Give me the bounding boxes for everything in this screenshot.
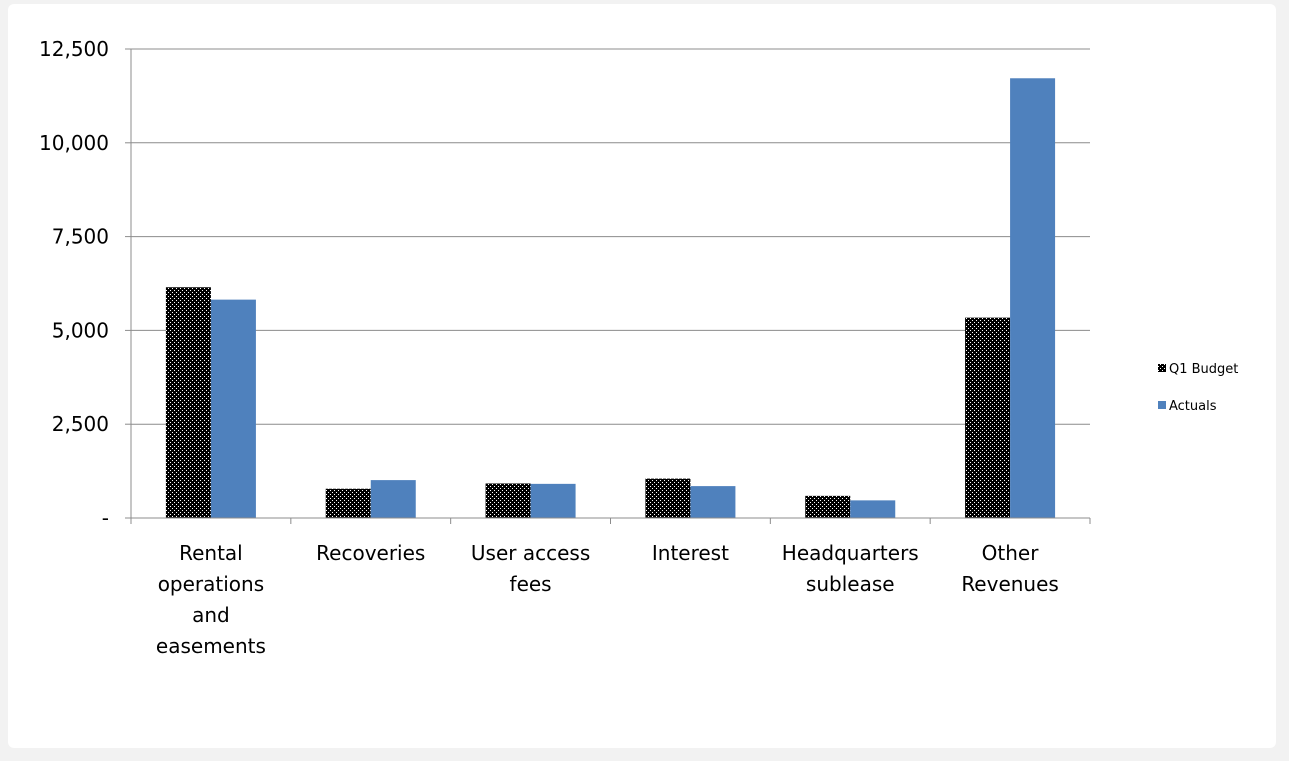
legend-swatch-q1-budget xyxy=(1158,364,1166,372)
y-tick-label: 2,500 xyxy=(52,412,109,436)
bar-actuals xyxy=(530,483,576,518)
legend: Q1 Budget Actuals xyxy=(1158,362,1238,414)
chart-frame: - 2,500 5,000 7,500 10,000 12,500 Rental opera… xyxy=(8,4,1276,748)
bar-actuals xyxy=(850,500,896,518)
gridlines xyxy=(131,48,1090,425)
y-tick-label: 12,500 xyxy=(39,37,109,61)
legend-label-q1-budget: Q1 Budget xyxy=(1169,362,1238,377)
legend-label-actuals: Actuals xyxy=(1169,399,1217,414)
y-tick-label: 7,500 xyxy=(52,225,109,249)
bar-actuals xyxy=(210,299,256,518)
axes xyxy=(125,48,1091,524)
bar-q1-budget xyxy=(165,287,211,518)
bar-q1-budget xyxy=(805,495,851,518)
bar-actuals xyxy=(370,480,416,518)
x-category-label: Interest xyxy=(652,541,729,565)
x-category-labels: Rental operations and easements Recoveries Us… xyxy=(156,541,1059,658)
x-category-label: User access fees xyxy=(471,541,590,596)
x-category-label: Headquarters sublease xyxy=(782,541,919,596)
x-category-label: Rental operations and easements xyxy=(156,541,266,658)
legend-swatch-actuals xyxy=(1158,401,1166,409)
bar-chart: - 2,500 5,000 7,500 10,000 12,500 Rental opera… xyxy=(39,37,1238,658)
bar-q1-budget xyxy=(645,478,691,518)
y-tick-label: 10,000 xyxy=(39,131,109,155)
x-category-label: Recoveries xyxy=(316,541,425,565)
bar-q1-budget xyxy=(325,488,371,518)
bars xyxy=(165,78,1056,519)
bar-q1-budget xyxy=(485,483,531,518)
bar-actuals xyxy=(1010,78,1056,519)
y-tick-label: 5,000 xyxy=(52,318,109,342)
y-tick-labels: - 2,500 5,000 7,500 10,000 12,500 xyxy=(39,37,109,530)
x-category-label: Other Revenues xyxy=(961,541,1059,596)
bar-actuals xyxy=(690,486,736,518)
y-tick-label: - xyxy=(102,506,109,530)
bar-q1-budget xyxy=(965,317,1011,518)
